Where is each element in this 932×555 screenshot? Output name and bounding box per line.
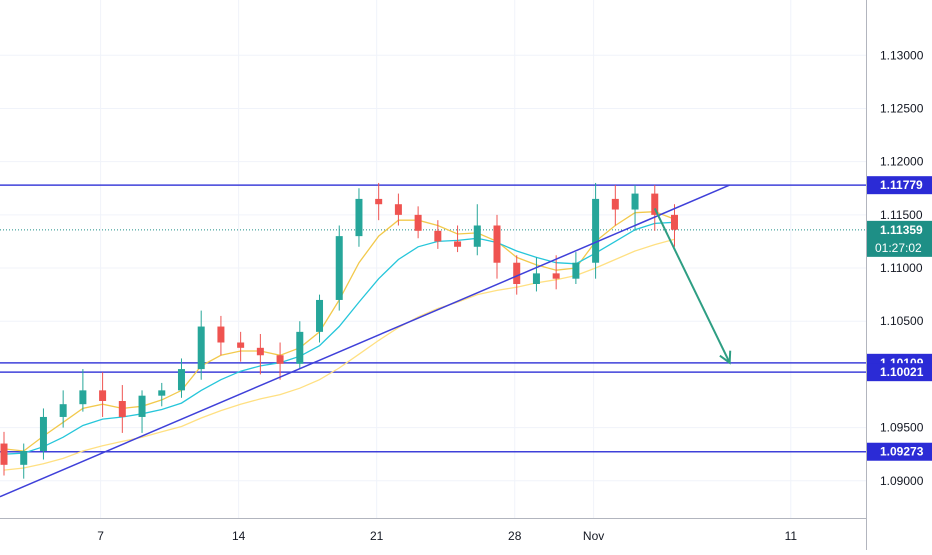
candle-body[interactable] — [434, 230, 442, 242]
candle-body[interactable] — [99, 390, 107, 401]
candle-body[interactable] — [375, 198, 383, 205]
candle-body[interactable] — [454, 241, 462, 247]
time-tick-label: 14 — [232, 529, 246, 543]
candle-body[interactable] — [355, 198, 363, 237]
moving-average-line — [3, 221, 675, 455]
candle-body[interactable] — [532, 273, 540, 284]
candle-body[interactable] — [592, 198, 600, 263]
time-tick-label: Nov — [583, 529, 604, 543]
candle-body[interactable] — [79, 390, 87, 405]
candle-countdown-label: 01:27:02 — [875, 241, 922, 255]
trendline[interactable] — [0, 184, 730, 498]
level-price-label-bg — [867, 176, 932, 195]
grid — [0, 0, 866, 518]
candle-body[interactable] — [651, 193, 659, 215]
current-price-label: 1.11359 — [880, 223, 923, 237]
level-price-label-bg — [867, 363, 932, 382]
candle-body[interactable] — [237, 342, 245, 348]
price-tick-label: 1.12500 — [880, 101, 924, 115]
candle-body[interactable] — [39, 416, 47, 451]
projection-arrow-shaft[interactable] — [653, 208, 731, 364]
candle-body[interactable] — [296, 331, 304, 364]
price-tick-label: 1.10500 — [880, 314, 924, 328]
level-price-label: 1.11779 — [880, 178, 923, 192]
candle-body[interactable] — [0, 443, 8, 465]
candle-body[interactable] — [473, 225, 481, 247]
level-price-label: 1.10021 — [880, 365, 924, 379]
projection-arrow-head — [719, 350, 732, 365]
candle-body[interactable] — [118, 400, 126, 417]
price-tick-label: 1.11000 — [880, 261, 923, 275]
price-tick-label: 1.09000 — [880, 474, 924, 488]
candle-body[interactable] — [670, 214, 678, 230]
candle-body[interactable] — [59, 404, 67, 417]
price-tick-label: 1.11500 — [880, 208, 923, 222]
candle-body[interactable] — [256, 347, 264, 356]
candle-body[interactable] — [552, 273, 560, 279]
candle-body[interactable] — [631, 193, 639, 210]
candle-body[interactable] — [177, 369, 185, 391]
price-tick-label: 1.09500 — [880, 421, 924, 435]
candle-body[interactable] — [197, 326, 205, 370]
time-tick-label: 7 — [97, 529, 104, 543]
candle-body[interactable] — [20, 450, 28, 465]
time-tick-label: 11 — [785, 529, 798, 543]
candle-body[interactable] — [316, 299, 324, 332]
candle-body[interactable] — [513, 262, 521, 284]
candle-body[interactable] — [335, 236, 343, 300]
moving-average-line — [3, 238, 675, 471]
candle-body[interactable] — [217, 326, 225, 343]
candle-body[interactable] — [611, 198, 619, 210]
level-price-label-bg — [867, 442, 932, 461]
price-tick-label: 1.13000 — [880, 48, 924, 62]
current-price-label-bg — [867, 220, 932, 257]
candle-body[interactable] — [158, 390, 166, 396]
candle-body[interactable] — [138, 395, 146, 417]
time-tick-label: 21 — [370, 529, 384, 543]
candle-body[interactable] — [394, 204, 402, 215]
candle-body[interactable] — [572, 262, 580, 279]
horizontal-levels — [0, 184, 866, 453]
annotations — [0, 184, 732, 498]
time-tick-label: 28 — [508, 529, 522, 543]
candle-body[interactable] — [493, 225, 501, 263]
level-price-label: 1.09273 — [880, 445, 924, 459]
candle-body[interactable] — [276, 355, 284, 364]
price-tick-label: 1.12000 — [880, 155, 924, 169]
candles — [0, 182, 678, 479]
candle-body[interactable] — [414, 214, 422, 231]
